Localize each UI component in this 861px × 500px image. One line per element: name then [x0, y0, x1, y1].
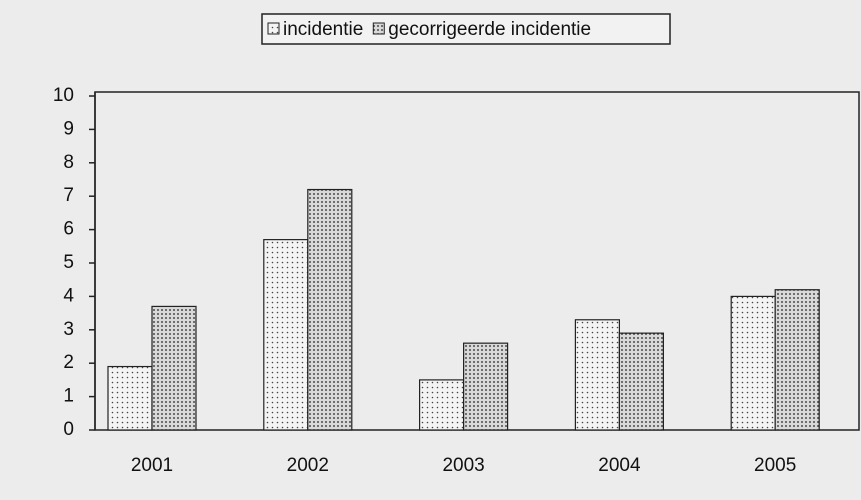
y-tick-label: 7	[63, 185, 74, 206]
bar	[730, 295, 776, 431]
y-tick-label: 6	[63, 219, 74, 240]
x-tick-label: 2002	[287, 455, 329, 476]
y-tick-label: 2	[63, 352, 74, 373]
bar	[618, 332, 665, 431]
legend-label: gecorrigeerde incidentie	[388, 19, 591, 40]
y-tick-label: 1	[63, 386, 74, 407]
x-tick-label: 2004	[598, 455, 641, 476]
y-tick-label: 0	[63, 419, 74, 440]
x-tick-label: 2005	[754, 455, 796, 476]
bar	[263, 239, 309, 431]
bar	[574, 319, 621, 431]
y-tick-label: 9	[63, 118, 74, 139]
y-tick-label: 5	[63, 252, 74, 273]
legend-label: incidentie	[283, 19, 363, 40]
bar	[463, 342, 509, 431]
bar	[151, 305, 197, 431]
bar	[419, 379, 465, 431]
bar	[307, 188, 353, 431]
x-tick-label: 2001	[131, 455, 173, 476]
y-tick-label: 10	[53, 85, 74, 106]
y-tick-label: 4	[63, 285, 74, 306]
legend-swatch	[267, 22, 280, 35]
bar	[107, 365, 153, 431]
y-tick-label: 8	[63, 152, 74, 173]
x-tick-label: 2003	[442, 455, 484, 476]
legend	[261, 13, 671, 45]
legend-swatch	[372, 22, 385, 35]
y-tick-label: 3	[63, 319, 74, 340]
bar	[774, 289, 820, 431]
